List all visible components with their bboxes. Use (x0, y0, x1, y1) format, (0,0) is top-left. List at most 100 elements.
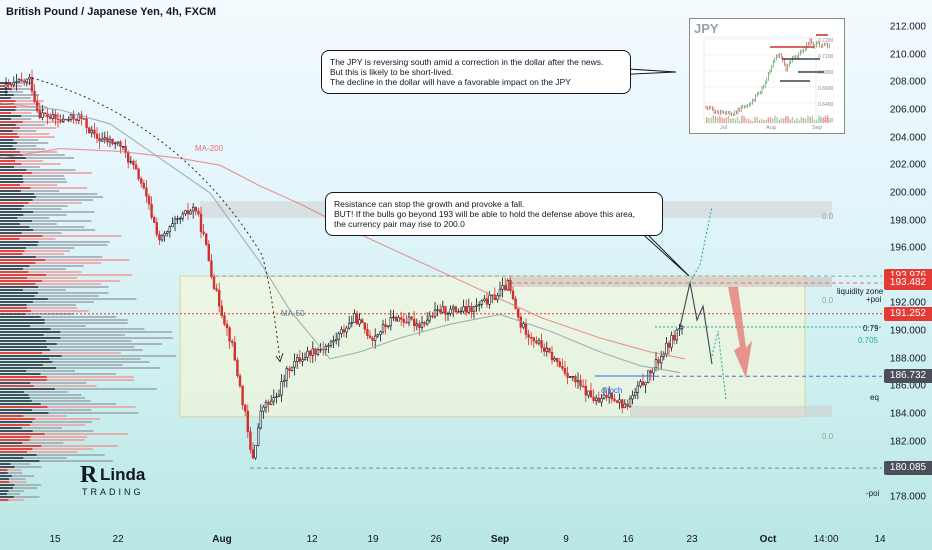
candle-body (441, 306, 444, 313)
candle-body (623, 403, 627, 409)
candle-body (548, 347, 551, 353)
volume-profile-bar (0, 157, 74, 159)
candle-body (602, 394, 606, 399)
candle-body (38, 110, 42, 118)
volume-profile-bar (0, 355, 176, 357)
volume-profile-bar-core (0, 415, 24, 417)
volume-profile-bar-core (0, 424, 30, 426)
candle-body (166, 231, 169, 234)
volume-profile-bar-core (0, 445, 42, 447)
jpy-note-line-2: But this is likely to be short-lived. (330, 67, 454, 77)
candle-body (194, 206, 197, 212)
volume-profile-bar (0, 160, 44, 162)
volume-profile-bar-core (0, 97, 11, 99)
time-axis[interactable]: 15 22 Aug 12 19 26 Sep 9 16 23 Oct 14:00 14 (0, 520, 932, 550)
price-tick-label: 202.000 (889, 159, 926, 171)
candle-body (399, 317, 403, 320)
inset-x-label: Sep (812, 125, 822, 131)
candle-body (527, 334, 530, 338)
price-tick-label: 208.000 (889, 76, 926, 88)
candle-body (574, 376, 577, 383)
volume-profile-bar-core (0, 151, 20, 153)
candle-body (457, 311, 460, 313)
volume-profile-bar (0, 448, 93, 450)
candle-body (293, 361, 296, 368)
candle-body (35, 101, 39, 112)
volume-profile-bar-core (0, 130, 13, 132)
volume-profile-bar (0, 94, 40, 96)
candle-body (477, 304, 481, 306)
inset-tick-label: 0.7100 (818, 54, 834, 60)
volume-profile-bar (0, 190, 60, 192)
volume-profile-bar (0, 187, 88, 189)
inset-volume-bar (811, 115, 813, 123)
volume-profile-bar-core (0, 118, 11, 120)
volume-profile-bar (0, 112, 32, 114)
jpy-note-line-3: The decline in the dollar will have a fa… (330, 77, 571, 87)
candle-body (412, 318, 416, 327)
candle-body (132, 160, 135, 166)
candle-body (672, 335, 676, 341)
candle-body (431, 315, 434, 318)
volume-profile-bar-core (0, 115, 22, 117)
candle-body (160, 235, 164, 241)
candle-body (111, 138, 114, 145)
inset-volume-bar (818, 115, 820, 123)
inset-volume-bar (763, 120, 765, 123)
volume-profile-bar-core (0, 205, 24, 207)
volume-profile-bar (0, 337, 173, 339)
volume-profile-bar (0, 433, 128, 435)
volume-profile-bar (0, 178, 66, 180)
inset-tick-label: 0.6600 (818, 86, 834, 92)
volume-profile-bar (0, 334, 125, 336)
volume-profile-bar (0, 130, 37, 132)
candle-body (607, 392, 611, 398)
volume-profile-bar (0, 232, 62, 234)
volume-profile-bar (0, 328, 145, 330)
jpy-note[interactable]: The JPY is reversing south amid a correc… (321, 50, 631, 94)
volume-profile-bar-core (0, 349, 50, 351)
candle-body (290, 366, 294, 371)
volume-profile-bar-core (0, 319, 45, 321)
volume-profile-bar (0, 121, 65, 123)
candle-body (594, 397, 598, 402)
volume-profile-bar-core (0, 154, 23, 156)
volume-profile-bar (0, 382, 87, 384)
price-tick-label: 190.000 (889, 325, 926, 337)
volume-profile-bar (0, 103, 40, 105)
volume-profile-bar (0, 469, 22, 471)
candle-body (639, 381, 642, 387)
volume-profile-bar-core (0, 367, 57, 369)
volume-profile-bar-core (0, 499, 9, 501)
volume-profile-bar (0, 277, 78, 279)
candle-body (285, 368, 288, 381)
volume-profile-bar-core (0, 484, 15, 486)
volume-profile-bar-core (0, 328, 51, 330)
price-axis[interactable]: 212.000 210.000 208.000 206.000 204.000 202.0… (882, 0, 932, 520)
inset-volume-bar (745, 118, 747, 123)
volume-profile-bar-core (0, 382, 31, 384)
volume-profile-bar (0, 154, 65, 156)
inset-volume-bar (765, 120, 767, 123)
candle-body (10, 83, 13, 86)
volume-profile-bar-core (0, 472, 8, 474)
inset-volume-bar (800, 116, 802, 123)
candle-body (186, 210, 190, 215)
inset-volume-bar (725, 117, 728, 123)
resistance-note[interactable]: Resistance can stop the growth and provo… (325, 192, 663, 236)
inset-volume-bar (730, 118, 732, 123)
volume-profile-bar (0, 295, 99, 297)
candle-body (244, 404, 247, 412)
price-tick-label: 210.000 (889, 49, 926, 61)
candle-body (147, 195, 151, 205)
volume-profile-bar-core (0, 259, 46, 261)
candle-body (181, 213, 184, 219)
jpy-inset-chart[interactable]: JPY 0.72000.71000.68000.66000.64000.6200… (689, 18, 845, 134)
candle-body (254, 445, 257, 459)
volume-profile-bar-core (0, 262, 36, 264)
candle-body (355, 313, 359, 325)
candle-body (280, 381, 283, 396)
volume-profile-bar-core (0, 157, 26, 159)
